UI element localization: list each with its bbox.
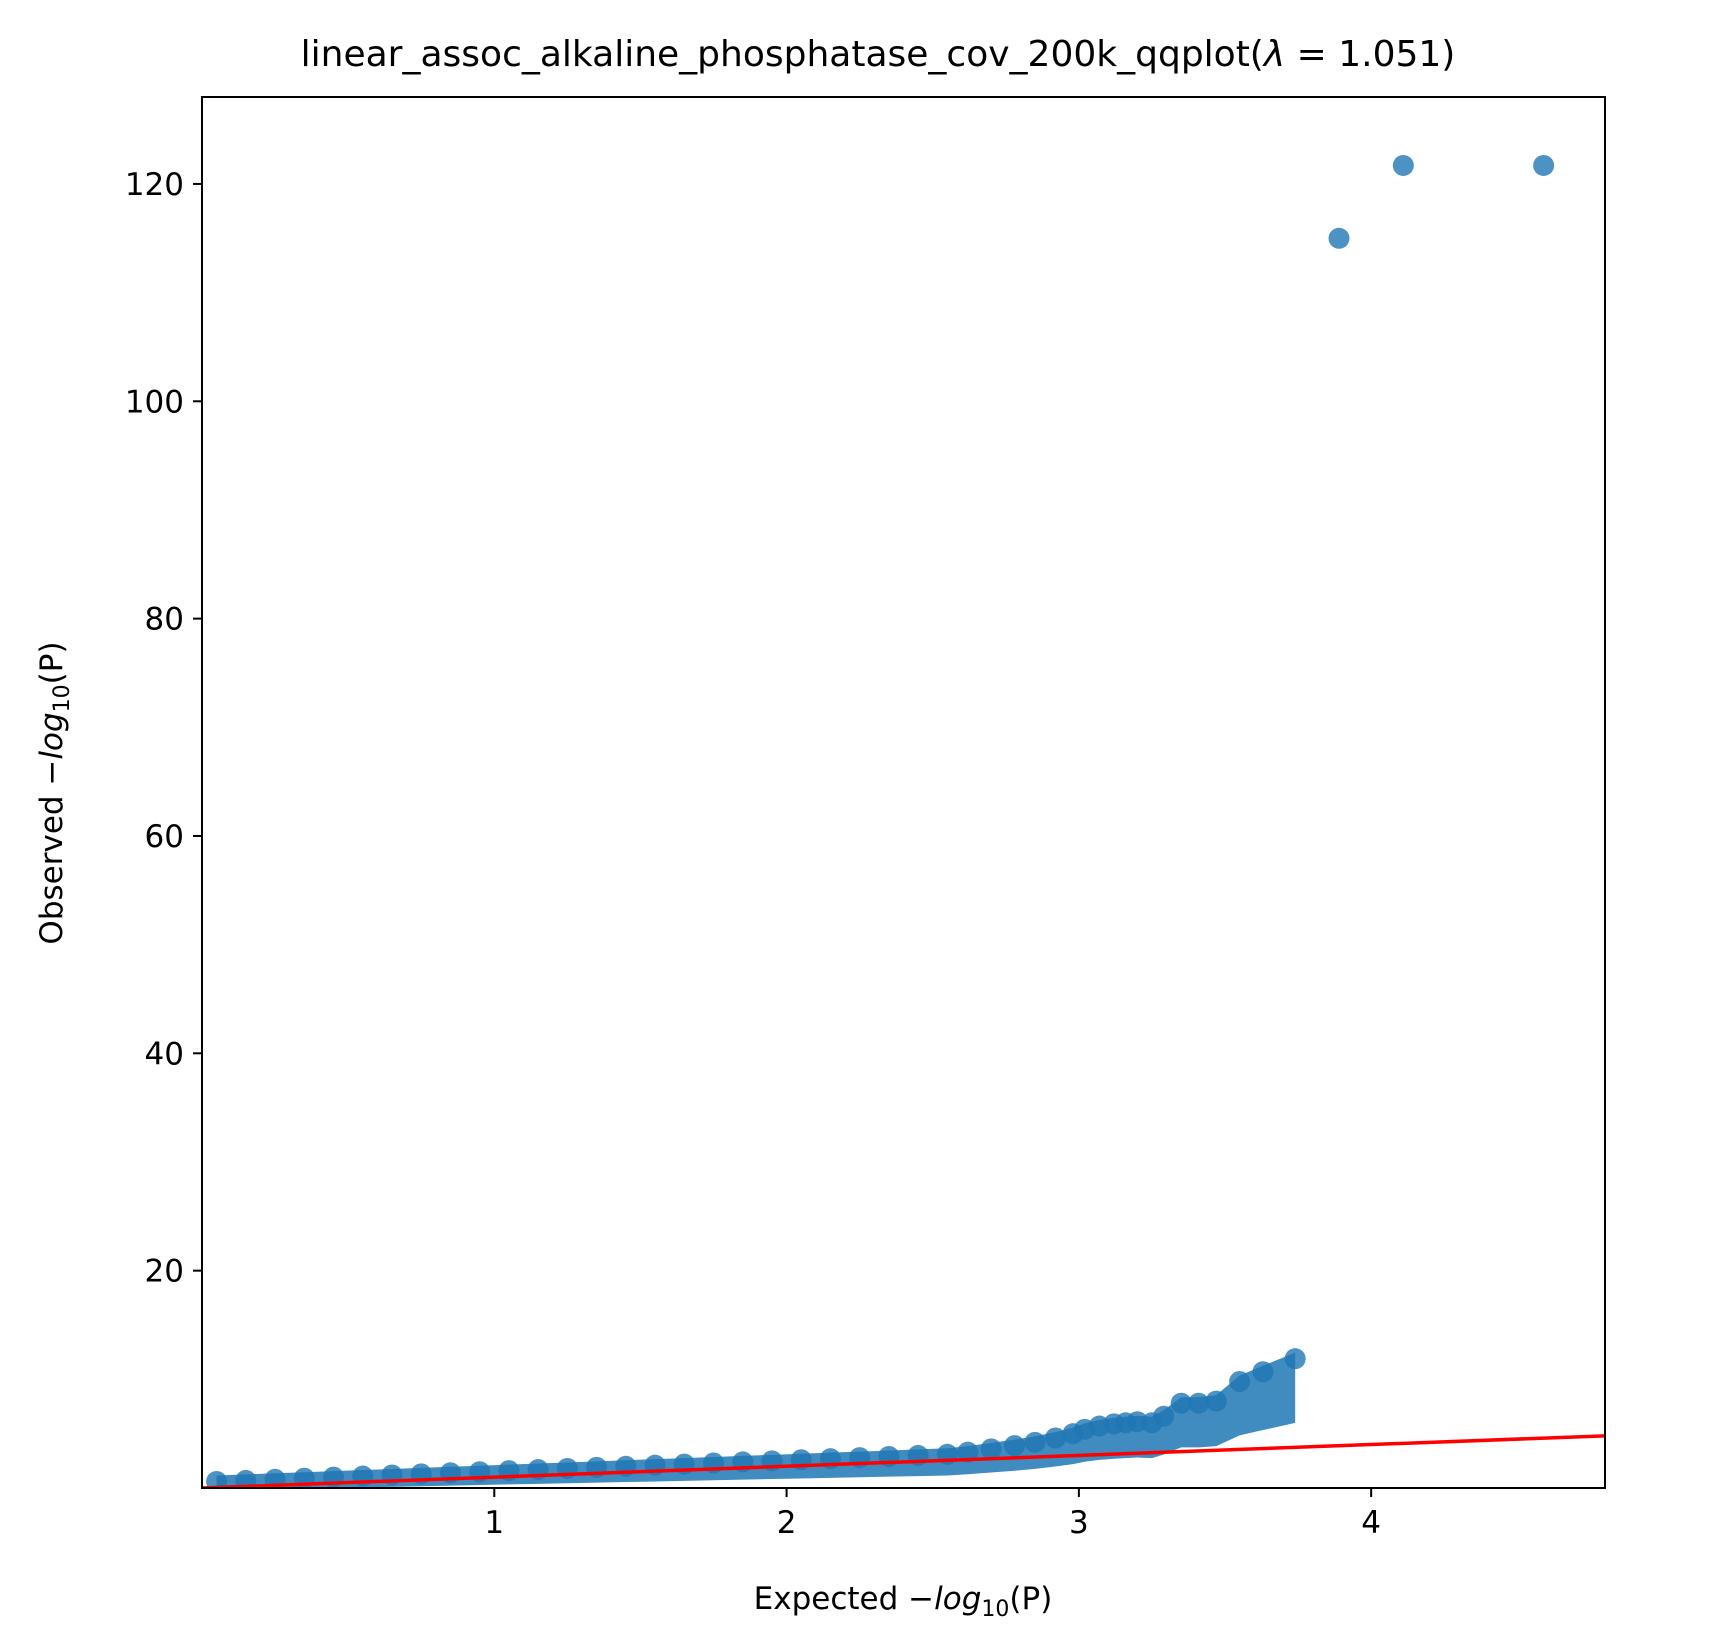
chart-title: linear_assoc_alkaline_phosphatase_cov_20…	[301, 34, 1456, 75]
data-point-42	[1229, 1371, 1251, 1393]
reference-line	[202, 1434, 1605, 1488]
axes-frame	[201, 96, 1606, 1489]
plot-area: 1 2 3 4 20 40 60 80 100 120	[125, 96, 1606, 1541]
data-point-45	[1328, 227, 1350, 249]
x-tick-label: 2	[777, 1505, 797, 1541]
data-point-43	[1252, 1361, 1274, 1383]
y-tick-label: 20	[145, 1254, 184, 1290]
data-point-28	[1004, 1435, 1026, 1457]
y-tick-label: 100	[125, 384, 184, 420]
x-tick-label: 4	[1361, 1505, 1381, 1541]
data-point-2	[264, 1468, 286, 1488]
data-point-30	[1044, 1427, 1066, 1449]
data-point-1	[235, 1469, 257, 1488]
x-axis-label: Expected −log10(P)	[754, 1581, 1053, 1622]
x-tick-label: 3	[1069, 1505, 1089, 1541]
data-point-27	[980, 1438, 1002, 1460]
y-tick-label: 120	[125, 167, 184, 203]
y-axis-label: Observed −log10(P)	[34, 641, 75, 944]
data-point-47	[1533, 154, 1555, 176]
data-point-38	[1153, 1405, 1175, 1427]
data-point-26	[957, 1441, 979, 1463]
data-point-39	[1170, 1392, 1192, 1414]
point-band	[216, 1352, 1296, 1488]
data-point-29	[1024, 1431, 1046, 1453]
y-tick-label: 40	[145, 1036, 184, 1072]
data-point-44	[1284, 1348, 1306, 1370]
x-tick-label: 1	[484, 1505, 504, 1541]
data-point-40	[1188, 1392, 1210, 1414]
data-layer	[202, 154, 1605, 1488]
data-point-0	[206, 1470, 228, 1488]
y-tick-label: 80	[145, 602, 184, 638]
data-point-46	[1392, 154, 1414, 176]
y-tick-label: 60	[145, 819, 184, 855]
data-point-41	[1205, 1390, 1227, 1412]
